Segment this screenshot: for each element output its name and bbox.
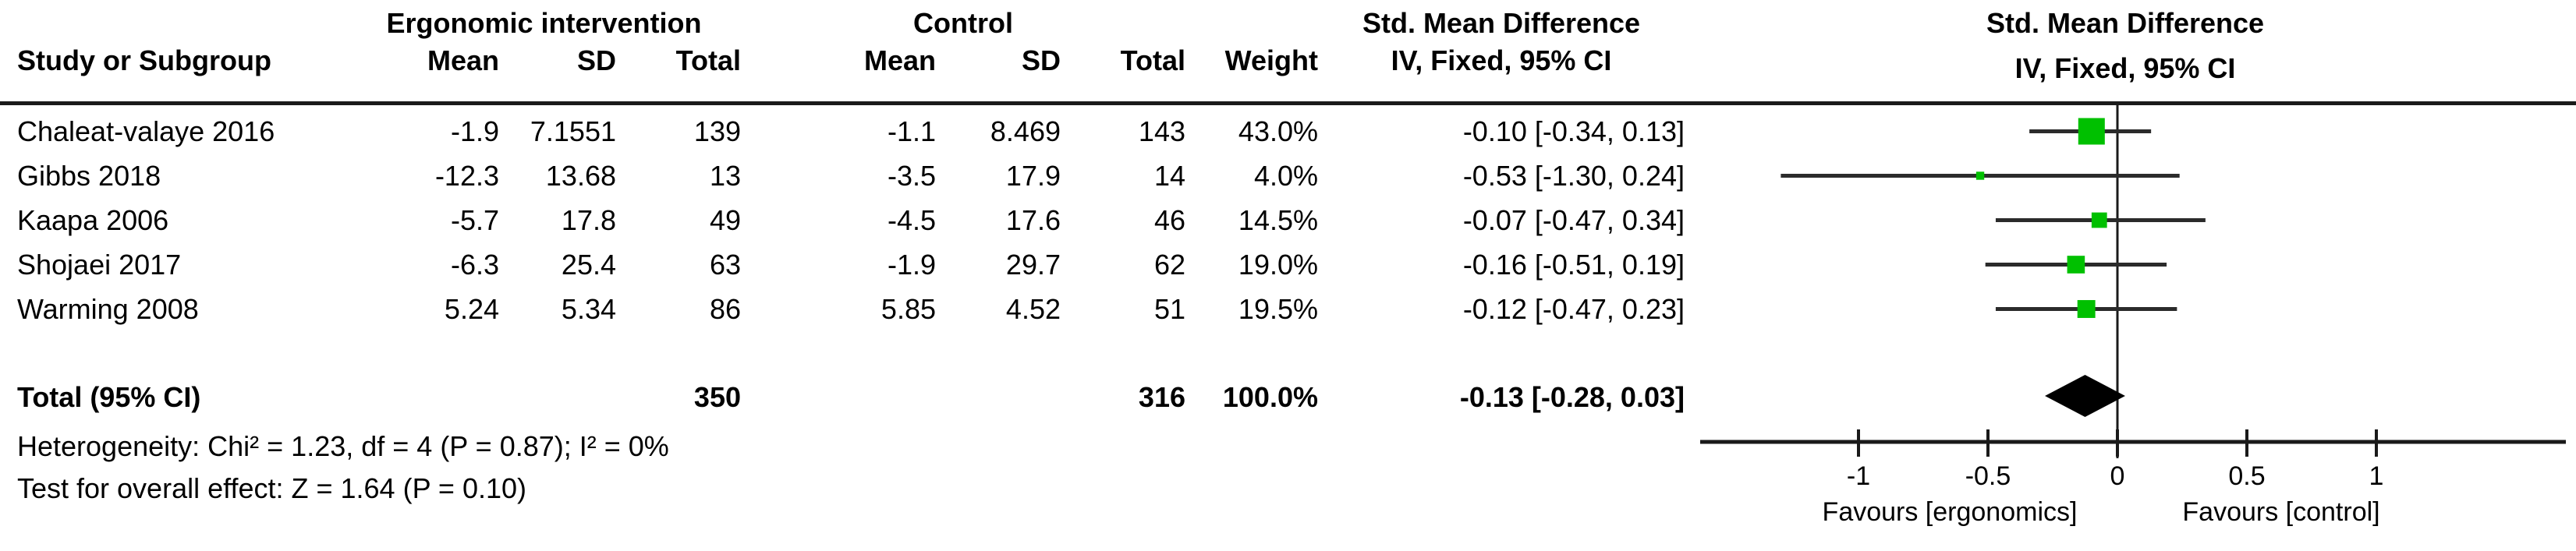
cell-mean1: 5.24 [444, 292, 499, 325]
col-header-mean-intervention: Mean [427, 44, 499, 76]
group-header-intervention: Ergonomic intervention [386, 7, 702, 39]
cell-mean2: -3.5 [887, 159, 936, 192]
cell-mean1: -5.7 [450, 203, 499, 236]
col-header-total-intervention: Total [675, 44, 741, 76]
cell-total1: 49 [709, 203, 741, 236]
cell-mean1: -12.3 [434, 159, 499, 192]
effect-square [1975, 171, 1985, 180]
cell-ci: -0.12 [-0.47, 0.23] [1462, 292, 1685, 325]
cell-ci: -0.53 [-1.30, 0.24] [1462, 159, 1685, 192]
table-column-header-row: Study or Subgroup Mean SD Total Mean SD … [0, 44, 1685, 78]
plot-subtitle: IV, Fixed, 95% CI [2015, 52, 2236, 84]
axis-tick-label: 1 [2369, 461, 2384, 491]
plot-title: Std. Mean Difference [1986, 7, 2264, 39]
cell-sd1: 5.34 [561, 292, 616, 325]
cell-total1: 63 [709, 248, 741, 281]
total-ci: -0.13 [-0.28, 0.03] [1459, 381, 1685, 413]
favours-left-label: Favours [ergonomics] [1823, 497, 2078, 527]
total-row: Total (95% CI) 350 316 100.0% -0.13 [-0.… [0, 376, 1685, 419]
total-weight: 100.0% [1222, 381, 1318, 413]
cell-sd2: 17.6 [1005, 203, 1061, 236]
axis-tick-label: -0.5 [1965, 461, 2011, 491]
heterogeneity-note: Heterogeneity: Chi² = 1.23, df = 4 (P = … [17, 430, 669, 462]
cell-sd1: 25.4 [561, 248, 616, 281]
table-group-header-row: Ergonomic intervention Control Std. Mean… [0, 6, 1685, 41]
cell-sd2: 17.9 [1005, 159, 1061, 192]
study-name: Gibbs 2018 [17, 159, 161, 192]
axis-tick-label: 0.5 [2228, 461, 2265, 491]
cell-mean2: -1.1 [887, 115, 936, 147]
header-divider-line [0, 101, 2576, 105]
study-name: Kaapa 2006 [17, 203, 169, 236]
cell-mean1: -1.9 [450, 115, 499, 147]
cell-weight: 43.0% [1238, 115, 1318, 147]
cell-mean2: -4.5 [887, 203, 936, 236]
cell-weight: 19.5% [1238, 292, 1318, 325]
cell-sd1: 17.8 [561, 203, 616, 236]
cell-ci: -0.07 [-0.47, 0.34] [1462, 203, 1685, 236]
col-header-mean-control: Mean [863, 44, 936, 76]
group-header-control: Control [913, 7, 1013, 39]
cell-weight: 19.0% [1238, 248, 1318, 281]
cell-weight: 14.5% [1238, 203, 1318, 236]
axis-tick-label: -1 [1847, 461, 1870, 491]
cell-total2: 14 [1153, 159, 1185, 192]
x-axis-ticks: -1 -0.5 0 0.5 1 [1847, 429, 2384, 491]
total-n-control: 316 [1138, 381, 1185, 413]
cell-ci: -0.10 [-0.34, 0.13] [1462, 115, 1685, 147]
effect-square [2078, 118, 2105, 145]
total-label: Total (95% CI) [17, 381, 201, 413]
cell-mean2: -1.9 [887, 248, 936, 281]
favours-right-label: Favours [control] [2182, 497, 2379, 527]
cell-sd1: 7.1551 [530, 115, 616, 147]
study-markers [1781, 118, 2206, 417]
col-header-sd-intervention: SD [576, 44, 616, 76]
col-header-weight: Weight [1224, 44, 1318, 76]
cell-total2: 143 [1138, 115, 1185, 147]
cell-total2: 51 [1153, 292, 1185, 325]
col-header-effect-sub: IV, Fixed, 95% CI [1391, 44, 1612, 76]
cell-sd1: 13.68 [545, 159, 616, 192]
effect-title: Std. Mean Difference [1362, 7, 1641, 39]
study-name: Warming 2008 [17, 292, 199, 325]
effect-square [2077, 300, 2096, 318]
cell-mean2: 5.85 [881, 292, 936, 325]
forest-plot-canvas: Std. Mean Difference IV, Fixed, 95% CI -… [1700, 7, 2566, 527]
cell-sd2: 4.52 [1005, 292, 1061, 325]
effect-square [2067, 256, 2085, 274]
effect-square [2091, 212, 2107, 228]
study-name: Chaleat-valaye 2016 [17, 115, 275, 147]
cell-total1: 86 [709, 292, 741, 325]
cell-weight: 4.0% [1253, 159, 1318, 192]
cell-total1: 13 [709, 159, 741, 192]
overall-effect-note: Test for overall effect: Z = 1.64 (P = 0… [17, 472, 527, 504]
cell-sd2: 8.469 [990, 115, 1061, 147]
col-header-total-control: Total [1120, 44, 1185, 76]
cell-ci: -0.16 [-0.51, 0.19] [1462, 248, 1685, 281]
cell-total2: 62 [1153, 248, 1185, 281]
cell-total1: 139 [693, 115, 741, 147]
total-diamond [2045, 375, 2125, 417]
col-header-study: Study or Subgroup [17, 44, 271, 76]
study-rows: Chaleat-valaye 2016 -1.9 7.1551 139 -1.1… [0, 109, 1685, 331]
cell-mean1: -6.3 [450, 248, 499, 281]
col-header-sd-control: SD [1021, 44, 1061, 76]
axis-tick-label: 0 [2110, 461, 2125, 491]
total-n-intervention: 350 [693, 381, 741, 413]
study-name: Shojaei 2017 [17, 248, 182, 281]
cell-sd2: 29.7 [1005, 248, 1061, 281]
cell-total2: 46 [1153, 203, 1185, 236]
